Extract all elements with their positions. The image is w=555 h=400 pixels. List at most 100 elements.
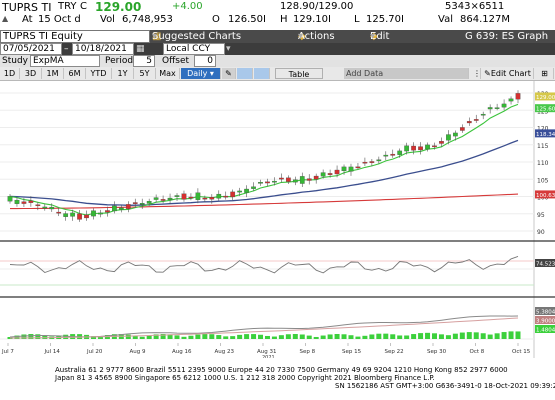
price-callout-box xyxy=(535,92,555,101)
macd-histogram-bar xyxy=(146,335,152,339)
study-label: Study xyxy=(2,56,28,66)
grid xyxy=(0,92,534,232)
candle-body xyxy=(397,150,403,155)
start-date-input[interactable]: 07/05/2021 xyxy=(0,43,62,55)
price-chart: 1301251201151101051009590 129.00125.6011… xyxy=(0,81,555,358)
range-1y[interactable]: 1Y xyxy=(112,68,134,79)
bid-ask: 128.90/129.00 xyxy=(280,1,354,12)
ema-long xyxy=(10,193,519,210)
open: 126.50I xyxy=(228,14,266,25)
price-tick-label: 90 xyxy=(537,229,545,236)
candle-body xyxy=(28,200,34,203)
candle-body xyxy=(327,173,333,175)
footer: Australia 61 2 9777 8600 Brazil 5511 239… xyxy=(0,366,555,400)
price-tick-label: 105 xyxy=(537,177,549,184)
chevron-down-icon: ▾ xyxy=(209,69,214,78)
candle-body xyxy=(446,134,451,141)
calendar-icon[interactable]: ▦ xyxy=(136,44,145,54)
quote-bar: TUPRS TI TRY C 129.00 +4.00 128.90/129.0… xyxy=(0,0,555,30)
range-1d[interactable]: 1D xyxy=(0,68,20,79)
study-select[interactable]: ExpMA xyxy=(30,55,100,67)
candle-body xyxy=(418,146,423,151)
table-button[interactable]: Table xyxy=(275,68,323,79)
x-tick-label: Aug 23 xyxy=(215,349,235,355)
macd-histogram-bar xyxy=(181,336,187,339)
macd-signal-line xyxy=(10,317,519,339)
range-3d[interactable]: 3D xyxy=(20,68,42,79)
price-callout-label: 118.34 xyxy=(536,132,555,138)
candle-body xyxy=(160,199,166,201)
macd-histogram-bar xyxy=(125,334,131,339)
price-callout-label: 129.00 xyxy=(536,95,555,101)
candle-body xyxy=(341,166,347,172)
candle-body xyxy=(21,201,27,204)
range-max[interactable]: Max xyxy=(156,68,180,79)
candle-body xyxy=(70,212,75,217)
frequency-select[interactable]: Daily ▾ xyxy=(181,68,221,79)
range-5y[interactable]: 5Y xyxy=(134,68,156,79)
indicator xyxy=(9,255,519,274)
candle-body xyxy=(202,197,208,200)
macd-histogram-bar xyxy=(501,332,507,339)
candle-body xyxy=(292,179,298,183)
range-1m[interactable]: 1M xyxy=(42,68,64,79)
x-tick-label: Jul 7 xyxy=(1,349,14,355)
chart-type-icon[interactable] xyxy=(237,68,253,79)
candle-body xyxy=(167,197,173,201)
security-field[interactable]: TUPRS TI Equity xyxy=(0,30,150,43)
macd-histogram-bar xyxy=(258,334,264,339)
range-6m[interactable]: 6M xyxy=(64,68,86,79)
candle-body xyxy=(223,195,229,198)
candle-body xyxy=(515,93,521,100)
offset-input[interactable]: 0 xyxy=(194,55,216,67)
macd-histogram-bar xyxy=(35,334,41,339)
settings-icon[interactable] xyxy=(254,68,270,79)
price-callout-box xyxy=(535,104,555,113)
add-data-input[interactable]: Add Data xyxy=(344,68,469,79)
chevron-down-icon: ▾ xyxy=(298,31,304,42)
macd-histogram-bar xyxy=(313,336,319,339)
macd-callout-label: 5.3804 xyxy=(536,310,555,316)
macd-histogram-bar xyxy=(97,336,103,339)
macd-histogram-bar xyxy=(271,336,277,339)
candle-body xyxy=(369,161,375,163)
chevron-down-icon[interactable]: ▾ xyxy=(226,44,231,54)
candle-body xyxy=(209,197,215,200)
price-callout-box xyxy=(535,190,555,199)
macd-callout-box xyxy=(535,307,555,315)
edit-chart-button[interactable]: ✎Edit Chart xyxy=(482,68,534,79)
range-ytd[interactable]: YTD xyxy=(86,68,112,79)
macd-histogram-bar xyxy=(466,332,472,339)
candle-body xyxy=(244,188,249,193)
zoom-icon[interactable]: ⊞ xyxy=(536,68,554,79)
period-input[interactable]: 5 xyxy=(133,55,155,67)
date-row: 07/05/2021 – 10/18/2021 ▦ Local CCY ▾ xyxy=(0,43,555,55)
macd-histogram-bar xyxy=(473,332,479,339)
low-label: L xyxy=(354,14,360,25)
candle-body xyxy=(146,201,152,204)
candle-body xyxy=(508,98,514,102)
last-price: 129.00 xyxy=(95,0,142,14)
security-name: TUPRS TI Equity xyxy=(3,31,83,42)
trend-icon: ▲ xyxy=(2,14,9,23)
macd-histogram-bar xyxy=(174,335,180,339)
macd-histogram-bar xyxy=(153,334,159,339)
candle-body xyxy=(453,132,458,137)
candle-body xyxy=(473,119,479,121)
end-date-input[interactable]: 10/18/2021 xyxy=(72,43,134,55)
candle-body xyxy=(42,206,48,209)
candle-body xyxy=(265,181,270,184)
candle-body xyxy=(105,210,110,213)
macd-histogram-bar xyxy=(397,335,403,339)
macd-histogram-bar xyxy=(515,331,521,339)
candle-body xyxy=(14,199,20,204)
macd-callout-label: 3.9000 xyxy=(536,319,555,325)
macd-histogram-bar xyxy=(348,335,354,339)
actions-icon: ◆ xyxy=(298,31,306,42)
macd-histogram-bar xyxy=(223,336,229,339)
currency-select[interactable]: Local CCY xyxy=(163,43,225,55)
macd-histogram-bar xyxy=(411,334,417,339)
candle-body xyxy=(84,214,89,219)
macd-callout-label: 1.4804 xyxy=(536,328,555,334)
draw-icon[interactable]: ✎ xyxy=(222,68,236,79)
